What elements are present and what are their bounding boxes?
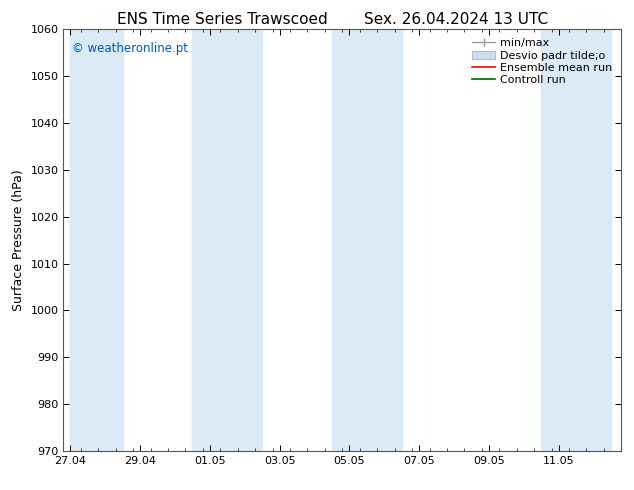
- Bar: [541, 29, 611, 451]
- Bar: [192, 29, 262, 451]
- Y-axis label: Surface Pressure (hPa): Surface Pressure (hPa): [12, 169, 25, 311]
- Text: © weatheronline.pt: © weatheronline.pt: [72, 42, 188, 55]
- Bar: [332, 29, 402, 451]
- Legend: min/max, Desvio padr tilde;o, Ensemble mean run, Controll run: min/max, Desvio padr tilde;o, Ensemble m…: [469, 35, 616, 88]
- Text: Sex. 26.04.2024 13 UTC: Sex. 26.04.2024 13 UTC: [365, 12, 548, 27]
- Text: ENS Time Series Trawscoed: ENS Time Series Trawscoed: [117, 12, 327, 27]
- Bar: [70, 29, 123, 451]
